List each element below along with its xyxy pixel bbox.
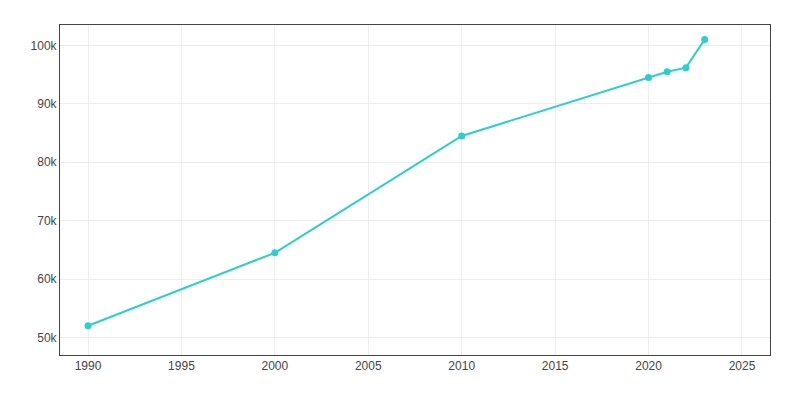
svg-text:80k: 80k <box>37 155 57 169</box>
svg-text:2015: 2015 <box>542 359 569 373</box>
svg-text:2020: 2020 <box>635 359 662 373</box>
svg-text:2000: 2000 <box>262 359 289 373</box>
svg-text:100k: 100k <box>31 39 58 53</box>
svg-text:1995: 1995 <box>168 359 195 373</box>
svg-text:50k: 50k <box>37 331 57 345</box>
svg-text:1990: 1990 <box>75 359 102 373</box>
svg-text:2005: 2005 <box>355 359 382 373</box>
svg-text:60k: 60k <box>37 272 57 286</box>
svg-text:90k: 90k <box>37 97 57 111</box>
svg-text:2010: 2010 <box>448 359 475 373</box>
svg-text:2025: 2025 <box>729 359 756 373</box>
svg-text:70k: 70k <box>37 214 57 228</box>
